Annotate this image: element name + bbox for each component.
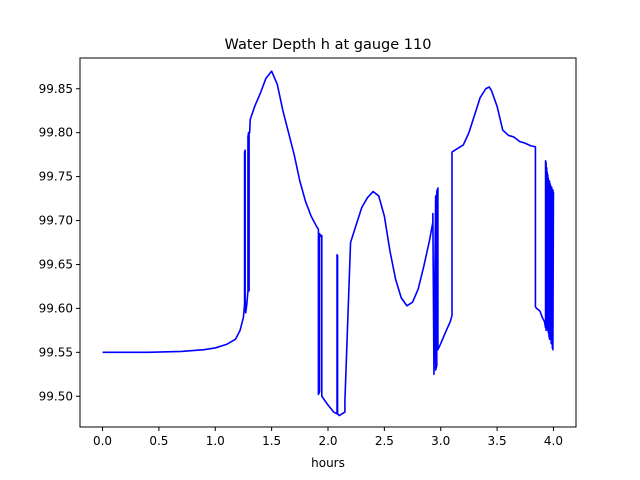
y-tick-label: 99.75 (39, 170, 73, 184)
y-tick-label: 99.55 (39, 345, 73, 359)
y-tick-label: 99.80 (39, 126, 73, 140)
y-tick-label: 99.50 (39, 389, 73, 403)
x-tick-label: 4.0 (544, 434, 563, 448)
x-tick-label: 1.5 (262, 434, 281, 448)
x-tick-label: 1.0 (206, 434, 225, 448)
y-tick-label: 99.65 (39, 257, 73, 271)
x-tick-label: 0.0 (93, 434, 112, 448)
x-tick-label: 0.5 (149, 434, 168, 448)
axes-frame (79, 57, 577, 428)
chart-title: Water Depth h at gauge 110 (225, 37, 432, 53)
x-tick-label: 3.0 (431, 434, 450, 448)
x-axis-label: hours (311, 456, 345, 470)
y-tick-label: 99.60 (39, 301, 73, 315)
series-line-0 (102, 70, 555, 417)
y-tick-label: 99.85 (39, 82, 73, 96)
y-tick-label: 99.70 (39, 214, 73, 228)
x-tick-label: 3.5 (488, 434, 507, 448)
x-tick-label: 2.0 (318, 434, 337, 448)
plot-area (102, 70, 555, 417)
x-axis-ticks: 0.0 0.5 1.0 1.5 2.0 2.5 3.0 3.5 4.0 (93, 427, 563, 448)
y-axis-ticks: 99.50 99.55 99.60 99.65 99.70 99.75 99.80 99.85 (39, 82, 80, 403)
x-tick-label: 2.5 (375, 434, 394, 448)
